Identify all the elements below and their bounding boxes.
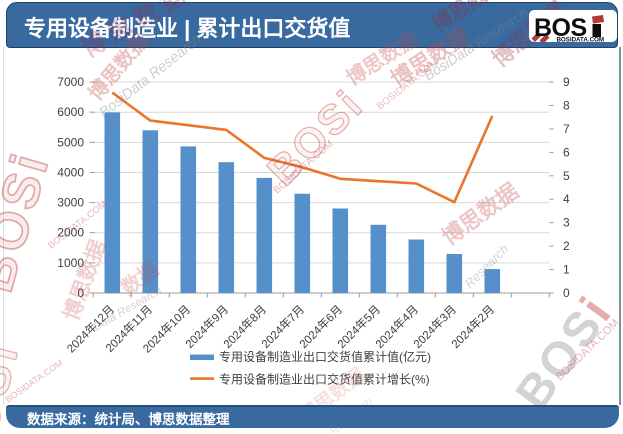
svg-text:0: 0 bbox=[77, 286, 84, 300]
svg-text:7: 7 bbox=[563, 122, 570, 136]
svg-text:3: 3 bbox=[563, 216, 570, 230]
svg-text:7000: 7000 bbox=[57, 75, 84, 89]
svg-text:BOS: BOS bbox=[534, 14, 587, 42]
svg-text:2: 2 bbox=[563, 239, 570, 253]
svg-text:2000: 2000 bbox=[57, 226, 84, 240]
svg-text:5000: 5000 bbox=[57, 135, 84, 149]
svg-text:3000: 3000 bbox=[57, 196, 84, 210]
svg-text:4000: 4000 bbox=[57, 166, 84, 180]
svg-text:BOSIDATA.COM: BOSIDATA.COM bbox=[556, 37, 604, 43]
svg-text:6000: 6000 bbox=[57, 105, 84, 119]
svg-text:专用设备制造业出口交货值累计值(亿元): 专用设备制造业出口交货值累计值(亿元) bbox=[219, 349, 431, 364]
svg-text:4: 4 bbox=[563, 192, 570, 206]
svg-text:5: 5 bbox=[563, 169, 570, 183]
svg-text:专用设备制造业出口交货值累计增长(%): 专用设备制造业出口交货值累计增长(%) bbox=[219, 372, 430, 387]
svg-text:1: 1 bbox=[563, 263, 570, 277]
svg-text:0: 0 bbox=[563, 286, 570, 300]
svg-text:8: 8 bbox=[563, 99, 570, 113]
svg-text:9: 9 bbox=[563, 75, 570, 89]
svg-text:1000: 1000 bbox=[57, 256, 84, 270]
svg-text:6: 6 bbox=[563, 145, 570, 159]
